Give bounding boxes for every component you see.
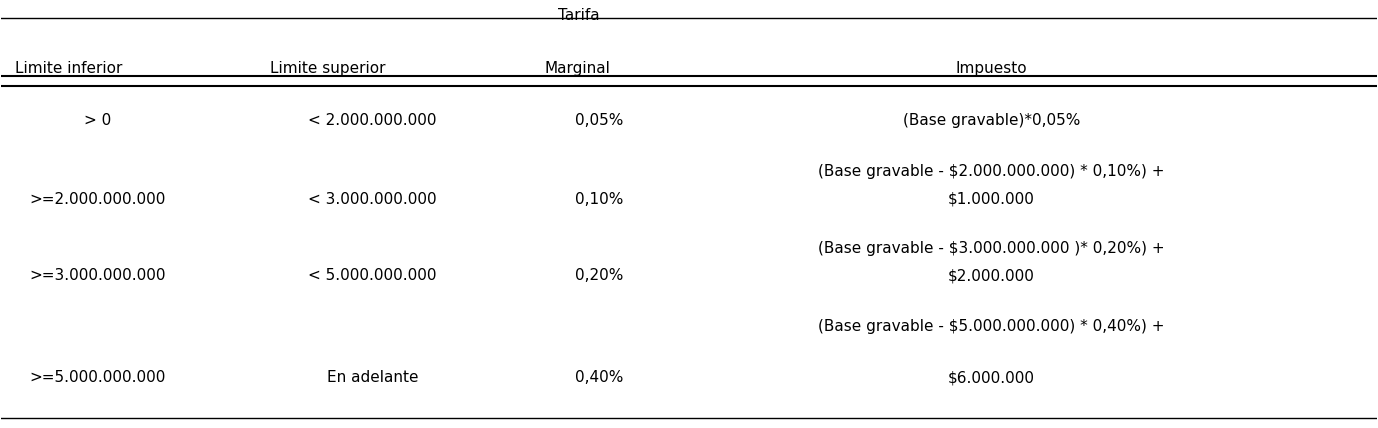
Text: 0,20%: 0,20% (576, 268, 624, 283)
Text: Tarifa: Tarifa (558, 8, 599, 23)
Text: (Base gravable - $3.000.000.000 )* 0,20%) +: (Base gravable - $3.000.000.000 )* 0,20%… (819, 241, 1164, 256)
Text: (Base gravable - $2.000.000.000) * 0,10%) +: (Base gravable - $2.000.000.000) * 0,10%… (819, 164, 1164, 179)
Text: Impuesto: Impuesto (956, 61, 1028, 76)
Text: >=3.000.000.000: >=3.000.000.000 (29, 268, 165, 283)
Text: < 3.000.000.000: < 3.000.000.000 (309, 192, 437, 207)
Text: >=2.000.000.000: >=2.000.000.000 (29, 192, 165, 207)
Text: 0,40%: 0,40% (576, 370, 624, 385)
Text: Limite superior: Limite superior (270, 61, 384, 76)
Text: En adelante: En adelante (327, 370, 419, 385)
Text: (Base gravable - $5.000.000.000) * 0,40%) +: (Base gravable - $5.000.000.000) * 0,40%… (819, 319, 1164, 334)
Text: >=5.000.000.000: >=5.000.000.000 (29, 370, 165, 385)
Text: Marginal: Marginal (544, 61, 610, 76)
Text: $6.000.000: $6.000.000 (948, 370, 1035, 385)
Text: $1.000.000: $1.000.000 (948, 192, 1035, 207)
Text: < 5.000.000.000: < 5.000.000.000 (309, 268, 437, 283)
Text: > 0: > 0 (84, 113, 112, 128)
Text: $2.000.000: $2.000.000 (948, 268, 1035, 283)
Text: 0,05%: 0,05% (576, 113, 624, 128)
Text: 0,10%: 0,10% (576, 192, 624, 207)
Text: Limite inferior: Limite inferior (15, 61, 123, 76)
Text: (Base gravable)*0,05%: (Base gravable)*0,05% (903, 113, 1080, 128)
Text: < 2.000.000.000: < 2.000.000.000 (309, 113, 437, 128)
